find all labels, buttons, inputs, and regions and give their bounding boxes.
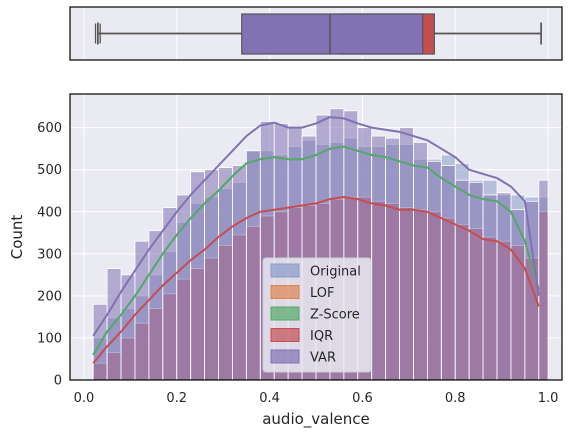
legend-label-iqr: IQR: [310, 329, 333, 344]
legend-swatch-var: [270, 349, 300, 364]
bar-var: [496, 192, 512, 381]
bar-var: [371, 135, 387, 381]
bar-var: [468, 181, 484, 381]
bar-var: [385, 137, 400, 381]
legend-swatch-original: [270, 263, 300, 278]
y-tick-label: 100: [37, 331, 62, 346]
y-tick-label: 0: [54, 374, 62, 389]
y-tick-label: 400: [37, 205, 62, 220]
boxplot-marks: [94, 13, 542, 55]
bar-var: [245, 150, 261, 381]
y-tick-label: 600: [37, 121, 62, 136]
legend-label-var: VAR: [310, 351, 336, 366]
bar-var: [426, 160, 442, 381]
legend-swatch-lof: [270, 285, 300, 299]
x-tick-label: 0.2: [166, 391, 187, 406]
kde-lines: [92, 116, 540, 364]
bar-var: [190, 171, 206, 381]
y-tick-label: 200: [37, 289, 62, 304]
y-tick-label: 500: [37, 163, 62, 178]
legend-label-z-score: Z-Score: [310, 308, 360, 323]
x-tick-label: 1.0: [538, 391, 559, 406]
bar-var: [440, 165, 456, 381]
x-axis-label: audio_valence: [262, 410, 370, 429]
legend-label-lof: LOF: [310, 286, 335, 301]
x-tick-label: 0.4: [259, 391, 280, 406]
bar-var: [148, 230, 164, 381]
bar-var: [482, 194, 498, 381]
bar-var: [218, 167, 233, 381]
y-axis-ticks: 0 100 200 300 400 500 600: [37, 121, 62, 388]
bar-var: [538, 179, 549, 381]
kde-line-var: [92, 116, 540, 337]
bar-var: [232, 165, 247, 381]
legend-swatch-iqr: [270, 328, 300, 342]
bar-var: [162, 207, 178, 381]
bar-var: [120, 274, 136, 381]
legend: Original LOF Z-Score IQR VAR: [262, 257, 372, 373]
bar-var: [454, 179, 470, 381]
box-var: [241, 13, 424, 55]
y-tick-label: 300: [37, 247, 62, 262]
bar-var: [134, 240, 150, 381]
boxplot-panel: [69, 6, 563, 61]
bar-var: [176, 194, 192, 381]
legend-label-original: Original: [310, 265, 361, 280]
x-tick-label: 0.0: [74, 391, 95, 406]
x-tick-label: 0.6: [352, 391, 373, 406]
legend-swatch-z-score: [270, 306, 300, 321]
y-axis-label: Count: [8, 215, 26, 260]
histogram-panel: 0.0 0.2 0.4 0.6 0.8 1.0 0 100 200 300 400 500 600 a…: [8, 93, 563, 429]
bar-var: [524, 200, 540, 381]
bar-var: [413, 141, 428, 381]
x-axis-ticks: 0.0 0.2 0.4 0.6 0.8 1.0: [74, 391, 559, 406]
kde-line-z-score: [92, 145, 540, 356]
boxplot-frame: [69, 6, 563, 61]
kde-line-iqr: [92, 195, 540, 364]
histogram-frame: [69, 93, 563, 381]
x-tick-label: 0.8: [445, 391, 466, 406]
